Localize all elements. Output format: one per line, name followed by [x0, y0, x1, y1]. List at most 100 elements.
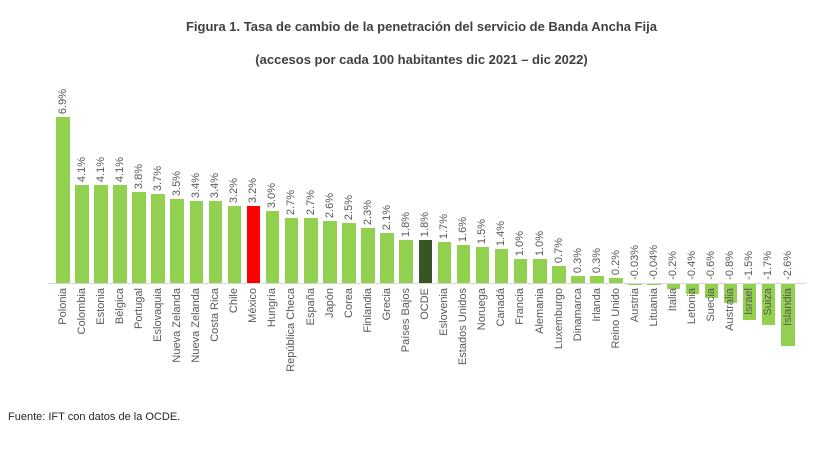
- bar: [342, 223, 356, 283]
- bar-category-label: Suiza: [762, 288, 775, 316]
- bar-value-label: 0.3%: [590, 247, 603, 273]
- bar-category-label: Corea: [342, 288, 355, 318]
- bar-value-label: 0.3%: [571, 247, 584, 273]
- bar-value-label: -1.7%: [762, 251, 775, 280]
- bar-value-label: 1.5%: [476, 218, 489, 244]
- bar: [189, 201, 204, 283]
- bar-value-label: 1.8%: [419, 211, 432, 237]
- bar-value-label: 3.2%: [228, 178, 241, 204]
- bar-category-label: Estados Unidos: [457, 288, 470, 366]
- bar-category-label: Nueva Zelanda: [170, 288, 183, 363]
- bar: [208, 201, 223, 283]
- bar: [742, 284, 757, 320]
- bar: [761, 284, 776, 325]
- bar-value-label: 2.7%: [304, 190, 317, 216]
- bar-category-label: Eslovenia: [438, 288, 451, 336]
- bar-category-label: Japón: [323, 288, 336, 318]
- bar: [437, 242, 452, 283]
- bar-category-label: México: [247, 288, 260, 323]
- bar: [781, 284, 795, 347]
- bar-value-label: 2.3%: [361, 199, 374, 225]
- bar-value-label: 3.5%: [170, 170, 183, 196]
- bar-category-label: Suecia: [705, 288, 718, 322]
- bar: [704, 284, 719, 299]
- bar-value-label: 1.4%: [495, 221, 508, 247]
- bar-value-label: 3.8%: [132, 163, 145, 189]
- bar: [113, 184, 127, 283]
- bar: [170, 199, 184, 283]
- bar-value-label: -0.6%: [705, 251, 718, 280]
- bar: [571, 275, 585, 283]
- bar-category-label: Portugal: [132, 288, 145, 329]
- bar: [647, 284, 661, 285]
- bar-value-label: 3.2%: [247, 178, 260, 204]
- bar-value-label: 3.4%: [190, 173, 203, 199]
- bar-category-label: Colombia: [75, 288, 88, 335]
- bar-category-label: Reino Unido: [609, 288, 622, 349]
- bar: [246, 206, 261, 283]
- bar-category-label: República Checa: [285, 288, 298, 372]
- bar-category-label: Estonia: [94, 288, 107, 325]
- bar-category-label: Canadá: [495, 288, 508, 327]
- bar-value-label: 4.1%: [75, 156, 88, 182]
- bar-value-label: -1.5%: [743, 251, 756, 280]
- bar: [265, 211, 280, 283]
- bar-value-label: 3.4%: [209, 173, 222, 199]
- bar: [685, 284, 700, 294]
- bar-category-label: Polonia: [56, 288, 69, 325]
- bar-value-label: 3.0%: [266, 182, 279, 208]
- bar: [380, 232, 394, 283]
- bar-category-label: Hungría: [266, 288, 279, 328]
- bar-value-label: -0.04%: [647, 245, 660, 280]
- bar: [304, 218, 318, 283]
- bar: [94, 184, 108, 283]
- bar-category-label: Alemania: [533, 288, 546, 334]
- bar-value-label: 0.7%: [552, 238, 565, 264]
- bar-value-label: 1.7%: [438, 214, 451, 240]
- bar-category-label: Chile: [228, 288, 241, 314]
- bar-category-label: Islandia: [781, 288, 794, 326]
- bar: [590, 275, 604, 283]
- bar-category-label: Eslovaquia: [151, 288, 164, 342]
- bar-category-label: Noruega: [476, 288, 489, 331]
- chart-title: Figura 1. Tasa de cambio de la penetraci…: [185, 19, 658, 34]
- bar-category-label: Bélgica: [113, 288, 126, 325]
- bar: [399, 239, 413, 283]
- bar-value-label: 1.0%: [533, 230, 546, 256]
- bar-value-label: 3.7%: [151, 166, 164, 192]
- bar-value-label: 2.1%: [380, 204, 393, 230]
- bar-value-label: 4.1%: [113, 156, 126, 182]
- bar: [513, 259, 528, 283]
- bar-value-label: 1.0%: [514, 230, 527, 256]
- chart-subtitle: (accesos por cada 100 habitantes dic 202…: [255, 52, 588, 67]
- bar: [132, 191, 146, 283]
- bar-value-label: 1.8%: [399, 211, 412, 237]
- bar: [151, 194, 165, 283]
- bar-category-label: Nueva Zelanda: [190, 288, 203, 363]
- bar: [227, 206, 242, 283]
- bar-category-label: Grecia: [380, 288, 393, 321]
- bar: [628, 284, 642, 285]
- bar-value-label: 0.2%: [609, 250, 622, 276]
- bar-value-label: 2.5%: [342, 194, 355, 220]
- bar-category-label: España: [304, 288, 317, 326]
- bar: [666, 284, 681, 289]
- bar-value-label: -0.4%: [686, 251, 699, 280]
- bar-category-label: Austria: [628, 288, 641, 323]
- bar: [609, 278, 623, 283]
- bar-category-label: Francia: [514, 288, 527, 325]
- bar: [418, 239, 433, 283]
- bar-category-label: Irlanda: [590, 288, 603, 322]
- bar-value-label: 4.1%: [94, 156, 107, 182]
- bar: [533, 259, 547, 283]
- source-note: Fuente: IFT con datos de la OCDE.: [8, 411, 181, 423]
- bar-category-label: Luxemburgo: [552, 288, 565, 350]
- bar: [284, 218, 299, 283]
- bar-category-label: OCDE: [419, 288, 432, 320]
- bar-category-label: Dinamarca: [571, 288, 584, 342]
- bar-value-label: 6.9%: [56, 89, 69, 115]
- bar: [475, 247, 490, 283]
- bar-value-label: 1.6%: [457, 216, 470, 242]
